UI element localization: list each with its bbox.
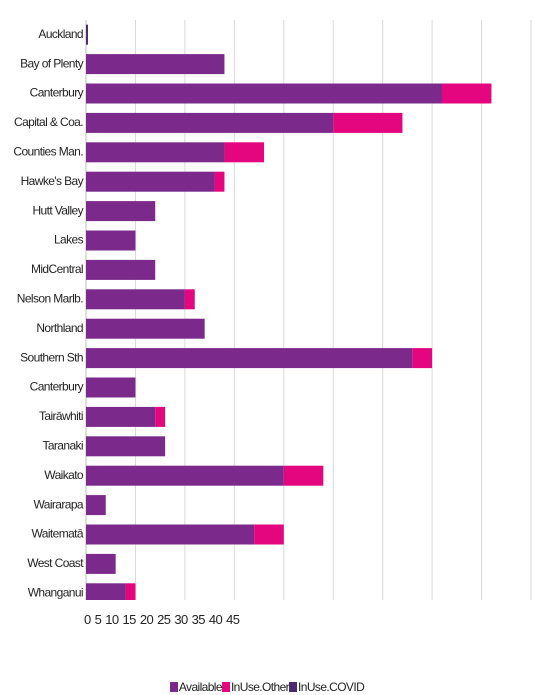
bar-segment (184, 289, 195, 310)
y-tick-label: Lakes (54, 233, 84, 247)
x-tick-label: 40 (208, 612, 223, 627)
legend-label: InUse.Other (230, 680, 290, 694)
legend-swatch (289, 682, 298, 692)
bar-segment (86, 318, 205, 339)
y-tick-label: Southern Sth (20, 350, 83, 364)
y-tick-label: Counties Man. (13, 144, 83, 158)
bar-segment (86, 465, 284, 486)
y-tick-label: Hutt Valley (32, 203, 83, 217)
y-tick-label: MidCentral (31, 262, 83, 276)
x-tick-label: 45 (226, 612, 240, 627)
x-tick-label: 30 (174, 612, 188, 627)
x-tick-label: 0 (84, 612, 91, 627)
bar-segment (86, 83, 442, 104)
bar-segment (86, 406, 156, 427)
bar-segment (155, 406, 166, 427)
y-tick-label: Waikato (44, 468, 84, 482)
y-tick-label: Capital & Coa. (14, 115, 83, 129)
y-tick-label: Waitematā (31, 527, 83, 541)
bar-segment (412, 348, 433, 369)
bar-segment (86, 259, 156, 280)
bar-segment (86, 377, 136, 398)
y-tick-label: Taranaki (42, 438, 83, 452)
bar-segment (333, 112, 403, 133)
bar-segment (125, 583, 136, 600)
x-tick-label: 25 (157, 612, 171, 627)
y-tick-label: Canterbury (30, 380, 84, 394)
x-tick-label: 15 (122, 612, 137, 627)
bar-segment (86, 142, 225, 163)
y-tick-label: Wairarapa (33, 497, 83, 511)
bar-segment (86, 201, 156, 222)
bar-segment (214, 171, 225, 192)
y-tick-label: Bay of Plenty (20, 56, 84, 70)
y-tick-label: Northland (36, 321, 83, 335)
bar-segment (224, 142, 264, 163)
y-tick-label: Auckland (38, 27, 83, 41)
bar-segment (86, 230, 136, 251)
legend-label: InUse.COVID (298, 680, 365, 694)
y-tick-label: Nelson Marlb. (17, 291, 83, 305)
bar-segment (254, 524, 284, 545)
legend-swatch (221, 682, 230, 692)
chart: Auckland Bay of Plenty Canterbury Capital &… (13, 20, 532, 600)
x-tick-label: 5 (94, 612, 102, 627)
x-tick-label: 20 (139, 612, 154, 627)
bar-segment (86, 171, 215, 192)
x-tick-labels: 0 5 10 15 20 25 30 35 40 45 (84, 612, 240, 627)
bar-segment (86, 112, 334, 133)
bar-segment (86, 553, 116, 574)
legend-item: Available (169, 680, 223, 694)
legend-item: InUse.COVID (289, 680, 365, 694)
x-tick-label: 10 (105, 612, 119, 627)
bar-segment (442, 83, 492, 104)
bar-segment (86, 436, 166, 457)
y-tick-label: Whanganui (28, 585, 83, 599)
legend-swatch (169, 682, 178, 692)
y-tick-label: West Coast (27, 556, 84, 570)
legend-item: InUse.Other (221, 680, 290, 694)
bar-segment (86, 524, 255, 545)
bar-segment (86, 348, 413, 369)
bar-segment (86, 54, 225, 75)
bar-segment (86, 583, 126, 600)
bar-segment (86, 495, 106, 516)
x-tick-label: 35 (191, 612, 206, 627)
legend: Available InUse.Other InUse.COVID (0, 680, 534, 694)
bar-segment (86, 289, 185, 310)
y-tick-label: Hawke's Bay (21, 174, 84, 188)
bar-segment (86, 24, 88, 45)
legend-label: Available (178, 680, 223, 694)
y-tick-label: Canterbury (30, 86, 84, 100)
bar-segment (283, 465, 324, 486)
y-tick-label: Tairāwhiti (39, 409, 83, 423)
